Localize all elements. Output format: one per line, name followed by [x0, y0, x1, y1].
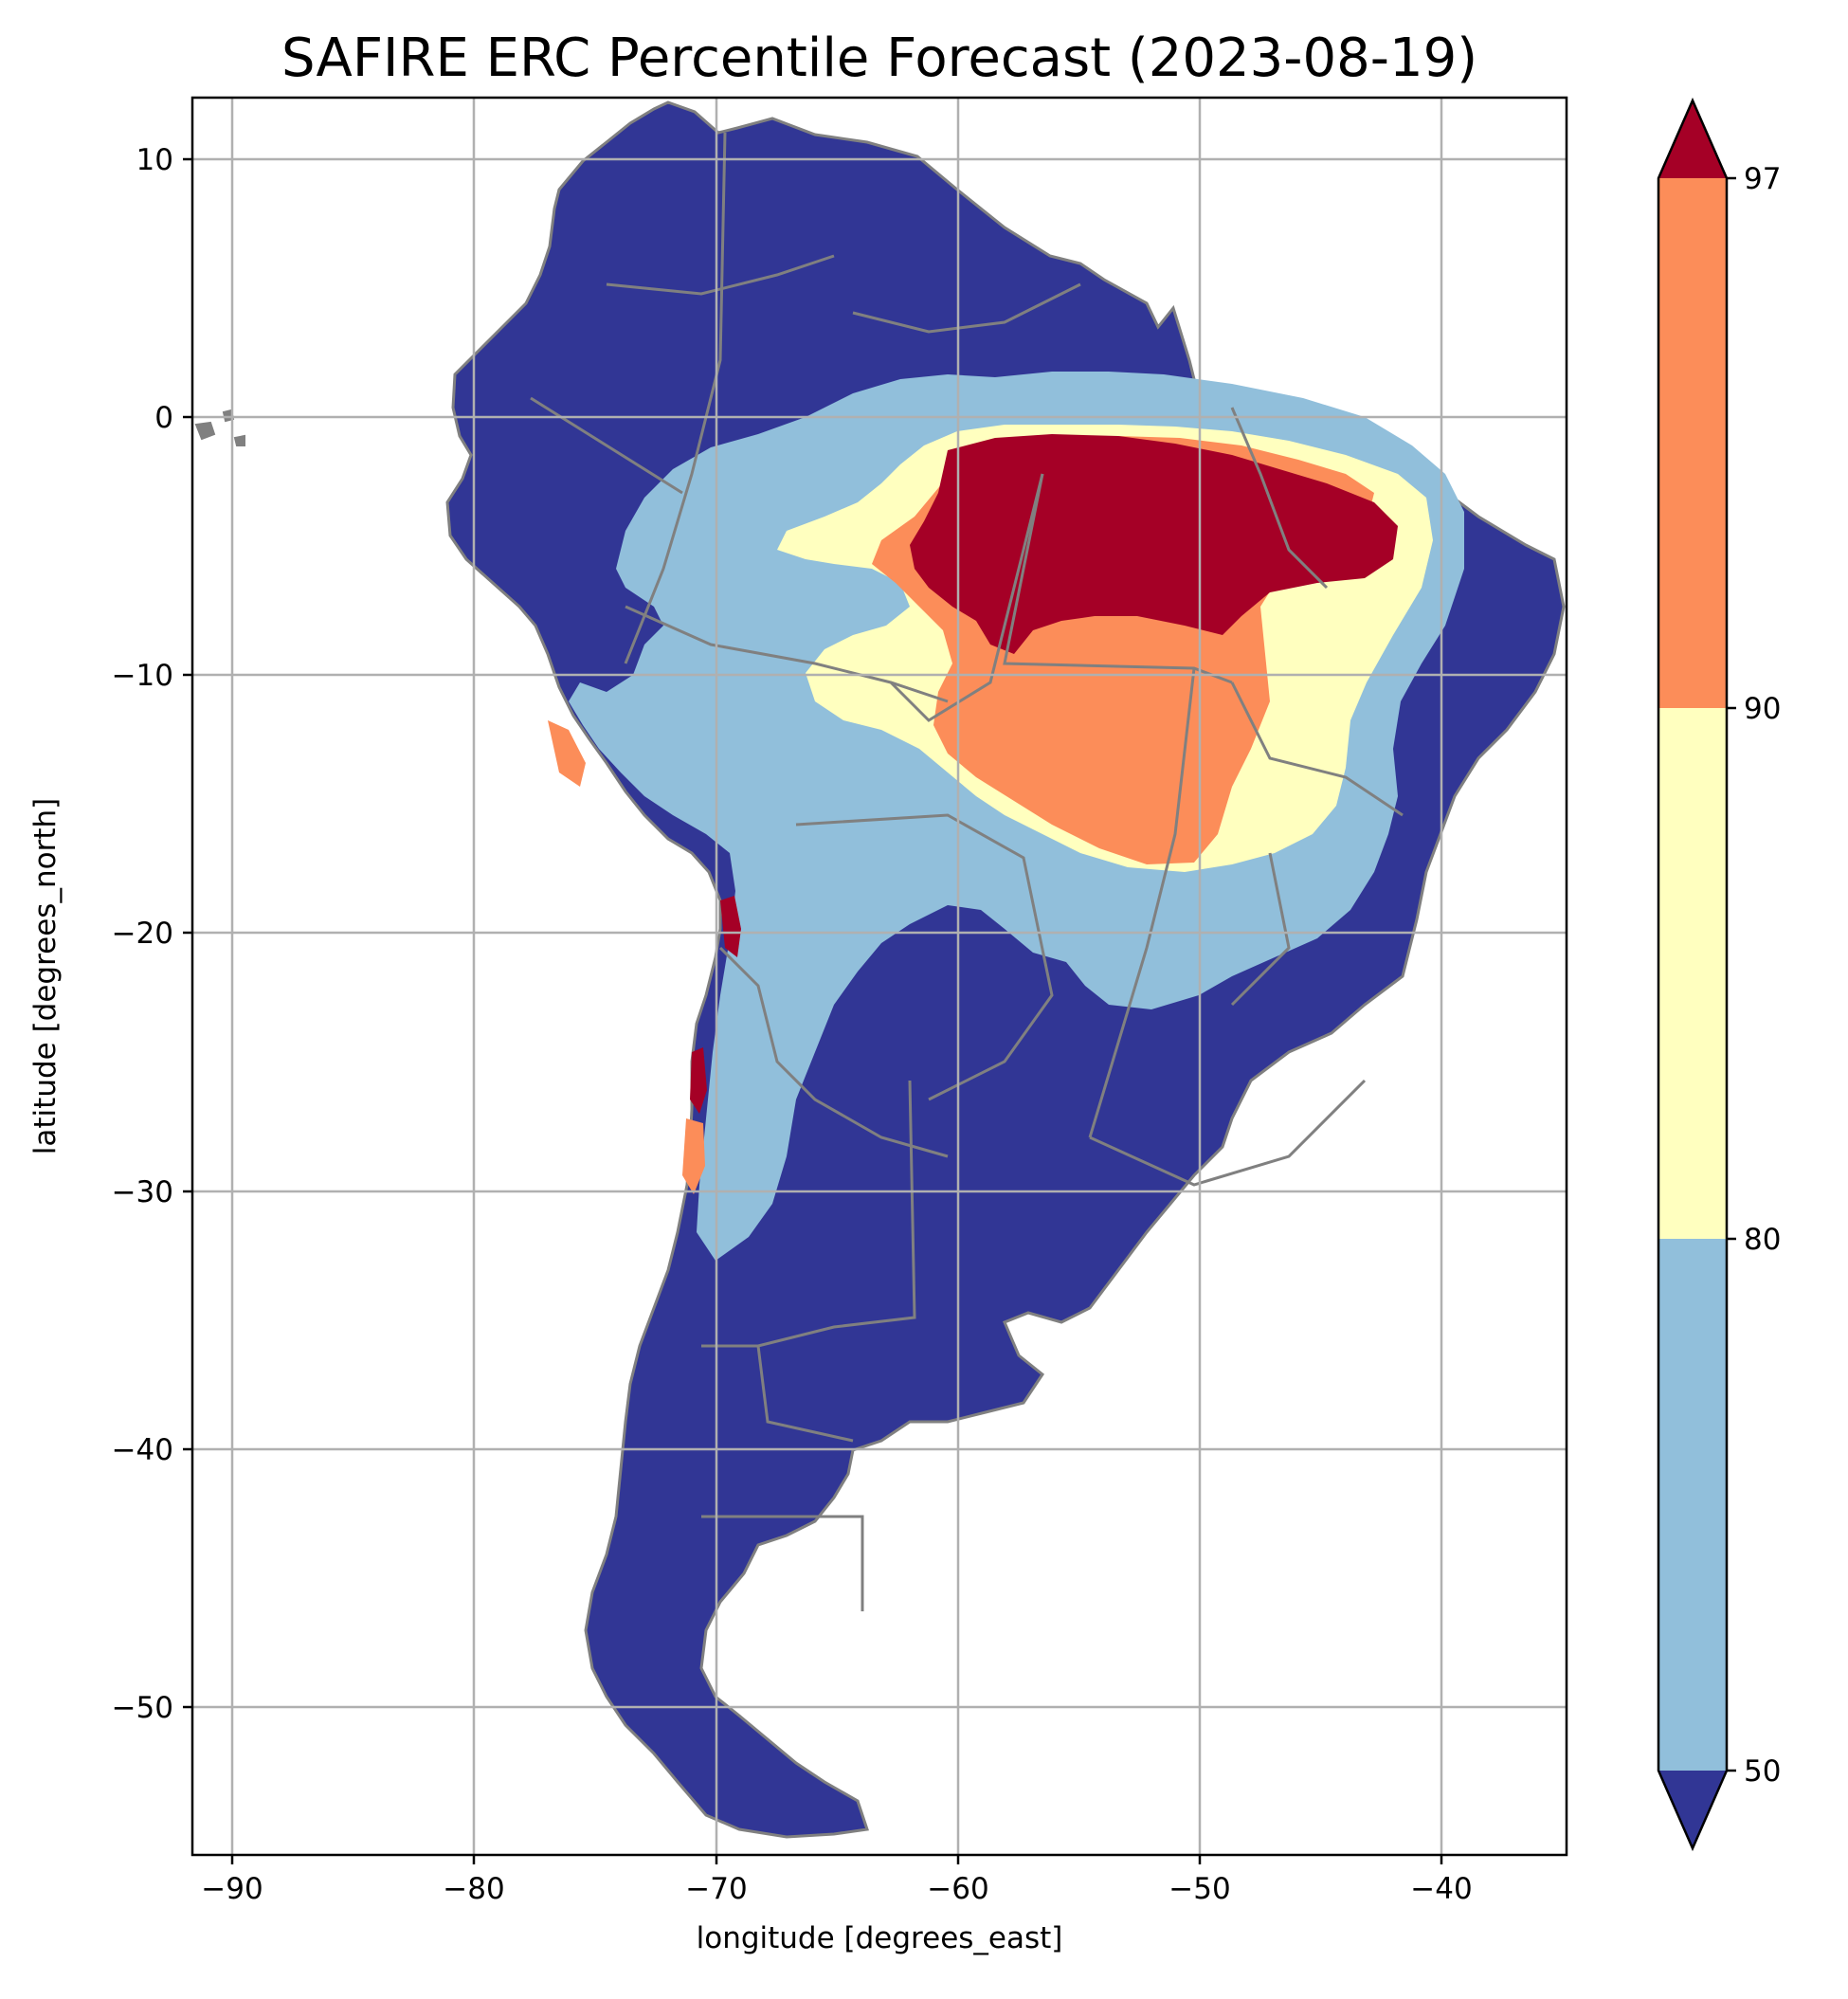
x-tick-label: −90 [201, 1872, 263, 1906]
x-tick-label: −70 [685, 1872, 747, 1906]
erc-band-above-97 [910, 434, 1398, 654]
erc-patch-chile-orange [682, 1118, 705, 1194]
erc-patch-andes-north [720, 896, 741, 957]
y-tick-label: −40 [112, 1433, 173, 1467]
colorbar-bin-50-80 [1658, 1239, 1727, 1771]
colorbar-extend-min [1658, 1771, 1727, 1848]
map-gridlines [192, 98, 1567, 1855]
erc-patch-andes-orange [548, 720, 586, 787]
y-tick-label: 0 [154, 401, 173, 435]
political-borders [530, 132, 1404, 1611]
x-tick-label: −80 [443, 1872, 504, 1906]
y-tick-label: −30 [112, 1175, 173, 1209]
y-tick-label: −10 [112, 659, 173, 693]
colorbar-bin-80-90 [1658, 708, 1727, 1239]
y-tick-label: −20 [112, 917, 173, 951]
colorbar-extend-max [1658, 100, 1727, 178]
map-frame [190, 96, 1568, 1857]
colorbar-tick-label: 50 [1744, 1754, 1781, 1789]
x-tick-label: −50 [1169, 1872, 1230, 1906]
colorbar-bin-90-97 [1658, 178, 1727, 708]
x-tick-label: −40 [1410, 1872, 1472, 1906]
colorbar: 50 80 90 97 [1657, 97, 1781, 1852]
y-tick-label: 10 [136, 143, 173, 177]
map-area [192, 98, 1567, 1855]
erc-patch-andes-south [690, 1047, 707, 1114]
y-axis [183, 157, 192, 1709]
x-axis-label: longitude [degrees_east] [697, 1921, 1063, 1955]
x-tick-label: −60 [927, 1872, 988, 1906]
colorbar-tick-label: 80 [1744, 1223, 1781, 1257]
x-axis [230, 1855, 1443, 1864]
y-axis-label: latitude [degrees_north] [28, 798, 63, 1154]
colorbar-tick-label: 90 [1744, 692, 1781, 726]
colorbar-tick-label: 97 [1744, 162, 1781, 196]
y-tick-label: −50 [112, 1691, 173, 1725]
map-title: SAFIRE ERC Percentile Forecast (2023-08-… [281, 27, 1477, 89]
